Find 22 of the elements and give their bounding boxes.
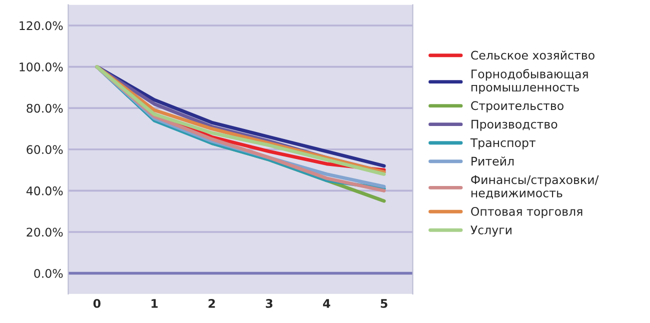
y-tick-label: 120.0% — [20, 21, 63, 30]
legend-label: Производство — [472, 120, 558, 131]
legend-label: Услуги — [470, 226, 512, 237]
legend-label: Транспорт — [470, 138, 536, 150]
x-tick-label: 1 — [152, 299, 158, 308]
y-tick-label: 60.0% — [26, 145, 63, 154]
legend-label: Оптовая торговля — [471, 206, 582, 218]
y-tick-label: 100.0% — [20, 62, 63, 72]
x-tick-label: 4 — [323, 299, 330, 308]
legend-label: Сельское хозяйство — [471, 50, 594, 60]
legend-label: Строительство — [471, 101, 564, 112]
x-tick-label: 0 — [93, 299, 100, 308]
y-tick-label: 80.0% — [26, 104, 63, 113]
y-tick-label: 20.0% — [26, 228, 63, 237]
legend-label: Финансы/страховки/недвижимость — [471, 175, 599, 199]
x-tick-label: 2 — [208, 299, 215, 308]
y-tick-label: 0.0% — [34, 269, 63, 278]
y-tick-label: 40.0% — [26, 186, 63, 196]
legend-label: Ритейл — [472, 156, 514, 166]
x-tick-label: 3 — [266, 299, 272, 308]
legend-label: Горнодобывающая промышленность — [471, 69, 588, 94]
x-tick-label: 5 — [380, 299, 388, 308]
